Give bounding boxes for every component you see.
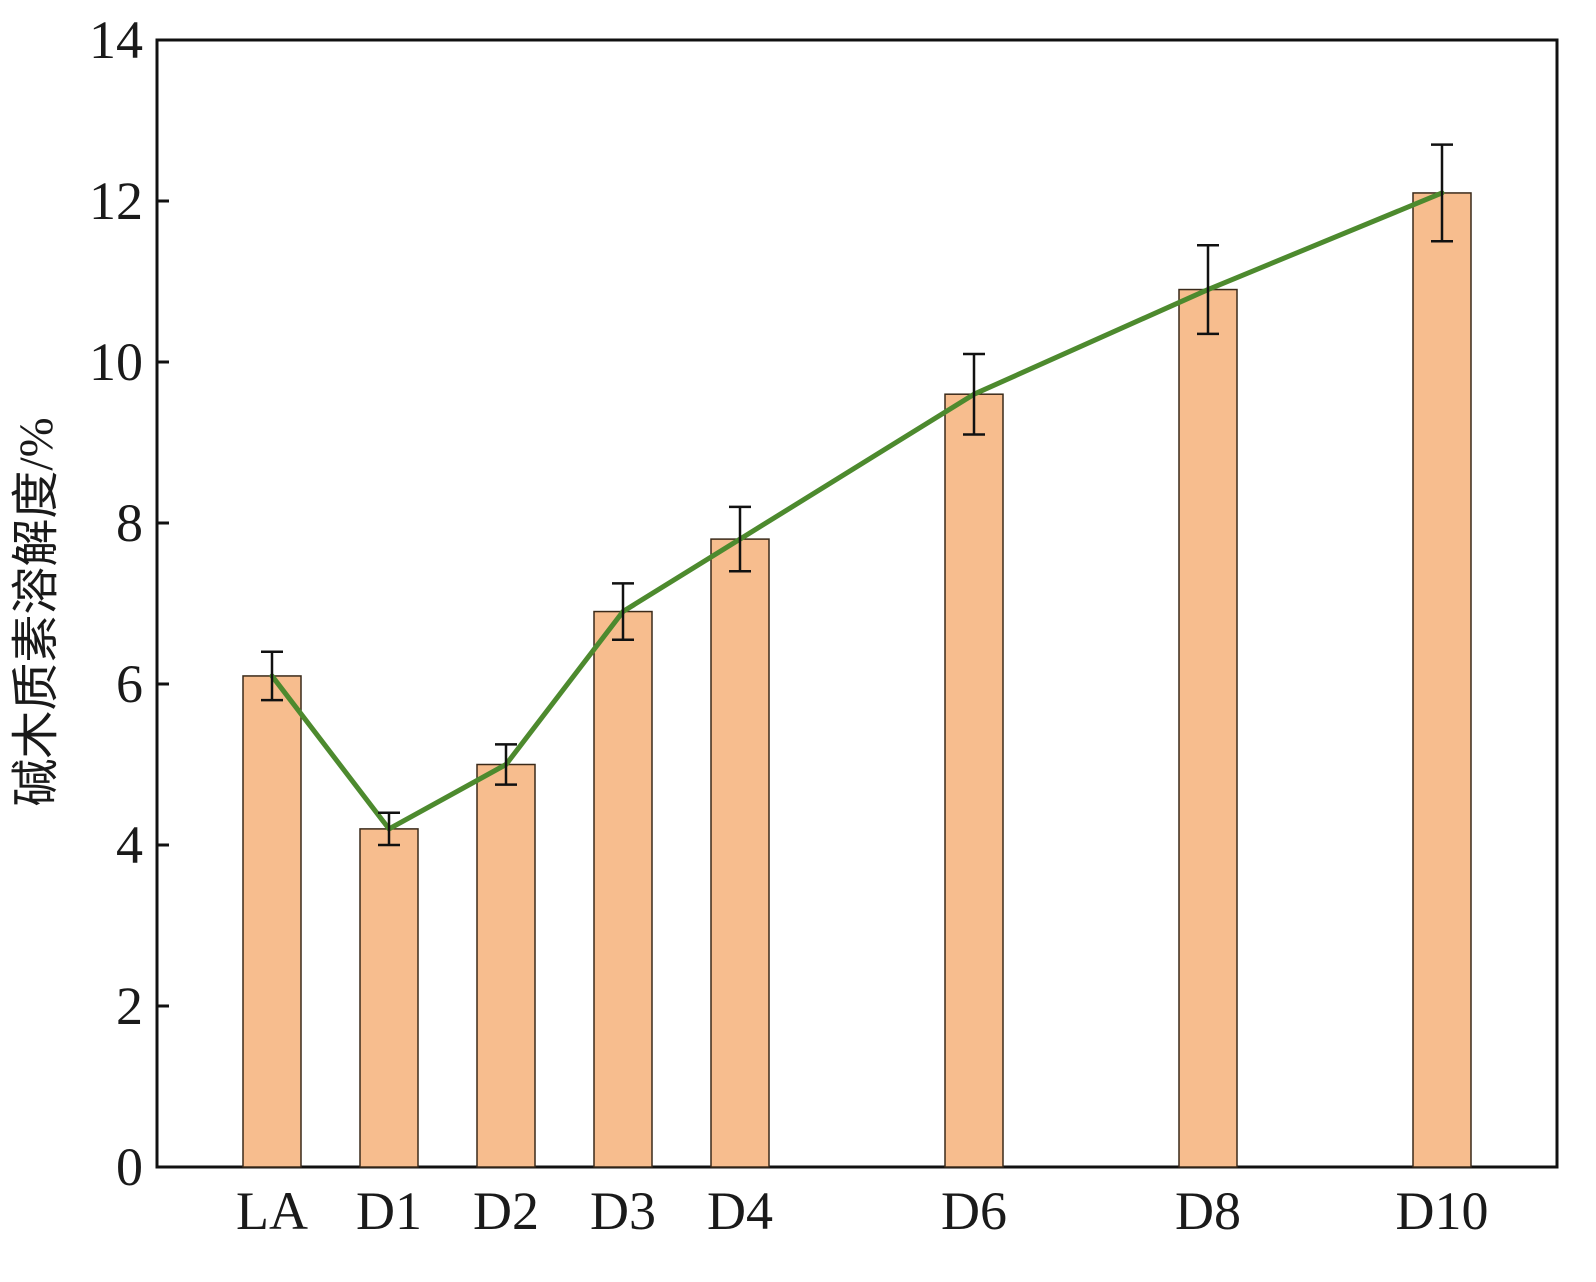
bar-d2	[476, 763, 536, 1168]
x-tick-label: LA	[236, 1181, 308, 1241]
y-tick-label: 0	[116, 1137, 143, 1197]
bar-d1	[359, 828, 419, 1168]
y-tick-label: 4	[116, 815, 143, 875]
y-tick-label: 14	[89, 10, 143, 70]
bar-d6	[944, 393, 1004, 1168]
x-tick-label: D8	[1175, 1181, 1241, 1241]
y-axis-title: 碱木质素溶解度/%	[10, 417, 63, 806]
y-tick-label: 6	[116, 654, 143, 714]
y-tick-label: 12	[89, 171, 143, 231]
y-tick-label: 10	[89, 332, 143, 392]
x-tick-label: D10	[1396, 1181, 1489, 1241]
bar-d8	[1178, 288, 1238, 1168]
y-tick-label: 2	[116, 976, 143, 1036]
bar-d10	[1412, 192, 1472, 1168]
x-tick-label: D3	[590, 1181, 656, 1241]
plot-frame	[155, 38, 1559, 1169]
bar-la	[242, 675, 302, 1168]
bar-d4	[710, 538, 770, 1168]
x-tick-label: D1	[356, 1181, 422, 1241]
y-tick-label: 8	[116, 493, 143, 553]
x-tick-label: D2	[473, 1181, 539, 1241]
plot-area: 0 2 4 6 8 10 12 14 LA D1 D2 D3 D4 D6 D8 D10	[89, 10, 1559, 1241]
x-tick-label: D4	[707, 1181, 773, 1241]
x-tick-label: D6	[941, 1181, 1007, 1241]
trend-line	[269, 190, 1445, 832]
bar-d3	[593, 610, 653, 1168]
